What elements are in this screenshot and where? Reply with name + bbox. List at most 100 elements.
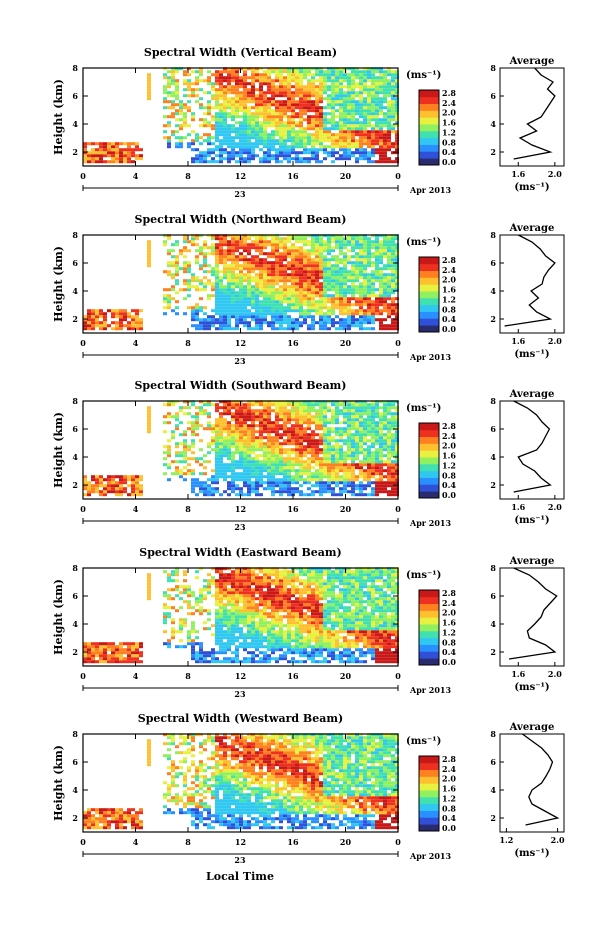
heatmap-cell	[227, 276, 231, 280]
heatmap-cell	[395, 121, 399, 125]
heatmap-cell	[395, 264, 399, 268]
heatmap-cell	[351, 273, 355, 277]
heatmap-cell	[391, 246, 395, 250]
heatmap-cell	[347, 243, 351, 247]
heatmap-cell	[271, 270, 275, 274]
heatmap-cell	[287, 472, 291, 476]
heatmap-cell	[311, 439, 315, 443]
heatmap-cell	[135, 478, 139, 482]
heatmap-cell	[319, 415, 323, 419]
heatmap-cell	[327, 279, 331, 283]
heatmap-cell	[295, 418, 299, 422]
heatmap-cell	[247, 276, 251, 280]
heatmap-cell	[199, 327, 203, 331]
heatmap-cell	[139, 321, 143, 325]
colorbar-tick-label: 1.6	[442, 285, 456, 295]
heatmap-cell	[291, 424, 295, 428]
colorbar-unit: (ms⁻¹)	[406, 70, 441, 81]
heatmap-cell	[283, 264, 287, 268]
heatmap-cell	[223, 285, 227, 289]
heatmap-cell	[191, 442, 195, 446]
heatmap-cell	[367, 478, 371, 482]
heatmap-cell	[303, 415, 307, 419]
heatmap-cell	[115, 493, 119, 497]
y-tick-label: 2	[72, 314, 78, 324]
heatmap-cell	[231, 270, 235, 274]
heatmap-cell	[271, 79, 275, 83]
heatmap-cell	[375, 297, 379, 301]
colorbar-tick-label: 1.2	[442, 294, 456, 304]
heatmap-cell	[251, 318, 255, 322]
heatmap-cell	[363, 270, 367, 274]
heatmap-cell	[239, 406, 243, 410]
heatmap-cell	[131, 148, 135, 152]
x-tick-label: 12	[235, 171, 246, 181]
heatmap-cell	[387, 118, 391, 122]
heatmap-cell	[179, 136, 183, 140]
heatmap-cell	[327, 306, 331, 310]
heatmap-cell	[295, 318, 299, 322]
heatmap-cell	[215, 97, 219, 101]
colorbar-frame	[418, 256, 440, 333]
heatmap-cell	[387, 276, 391, 280]
heatmap-cell	[299, 451, 303, 455]
heatmap-cell	[335, 327, 339, 331]
heatmap-cell	[291, 318, 295, 322]
heatmap-cell	[131, 309, 135, 313]
heatmap-cell	[303, 109, 307, 113]
heatmap-cell	[311, 454, 315, 458]
colorbar-unit: (ms⁻¹)	[406, 237, 441, 248]
heatmap-cell	[115, 481, 119, 485]
heatmap-cell	[391, 279, 395, 283]
heatmap-cell	[351, 103, 355, 107]
heatmap-cell	[231, 127, 235, 131]
heatmap-cell	[355, 258, 359, 262]
heatmap-cell	[179, 106, 183, 110]
heatmap-cell	[295, 145, 299, 149]
heatmap-cell	[307, 240, 311, 244]
heatmap-cell	[331, 121, 335, 125]
heatmap-cell	[223, 112, 227, 116]
profile-y-tick-label: 2	[490, 314, 496, 324]
heatmap-cell	[335, 276, 339, 280]
heatmap-cell	[363, 73, 367, 77]
heatmap-cell	[207, 106, 211, 110]
heatmap-cell	[279, 409, 283, 413]
heatmap-cell	[203, 79, 207, 83]
heatmap-cell	[287, 85, 291, 89]
heatmap-cell	[147, 261, 151, 265]
heatmap-cell	[175, 400, 179, 404]
heatmap-cell	[135, 327, 139, 331]
heatmap-cell	[307, 273, 311, 277]
heatmap-cell	[231, 130, 235, 134]
heatmap-cell	[251, 427, 255, 431]
heatmap-cell	[227, 463, 231, 467]
heatmap-cell	[327, 264, 331, 268]
heatmap-cell	[323, 115, 327, 119]
heatmap-cell	[247, 118, 251, 122]
heatmap-cell	[319, 439, 323, 443]
heatmap-cell	[307, 478, 311, 482]
heatmap-cell	[247, 403, 251, 407]
heatmap-cell	[319, 306, 323, 310]
heatmap-cell	[371, 285, 375, 289]
heatmap-cell	[187, 106, 191, 110]
heatmap-cell	[335, 136, 339, 140]
heatmap-cell	[263, 109, 267, 113]
profile-xlabel: (ms⁻¹)	[514, 349, 549, 360]
heatmap-cell	[259, 445, 263, 449]
heatmap-cell	[367, 315, 371, 319]
heatmap-cell	[219, 151, 223, 155]
heatmap-cell	[339, 321, 343, 325]
heatmap-cell	[219, 255, 223, 259]
heatmap-cell	[275, 442, 279, 446]
heatmap-cell	[315, 136, 319, 140]
heatmap-cell	[319, 76, 323, 80]
heatmap-cell	[331, 312, 335, 316]
heatmap-cell	[343, 157, 347, 161]
heatmap-cell	[359, 246, 363, 250]
heatmap-cell	[207, 424, 211, 428]
heatmap-cell	[311, 321, 315, 325]
heatmap-cell	[147, 91, 151, 95]
heatmap-cell	[279, 73, 283, 77]
